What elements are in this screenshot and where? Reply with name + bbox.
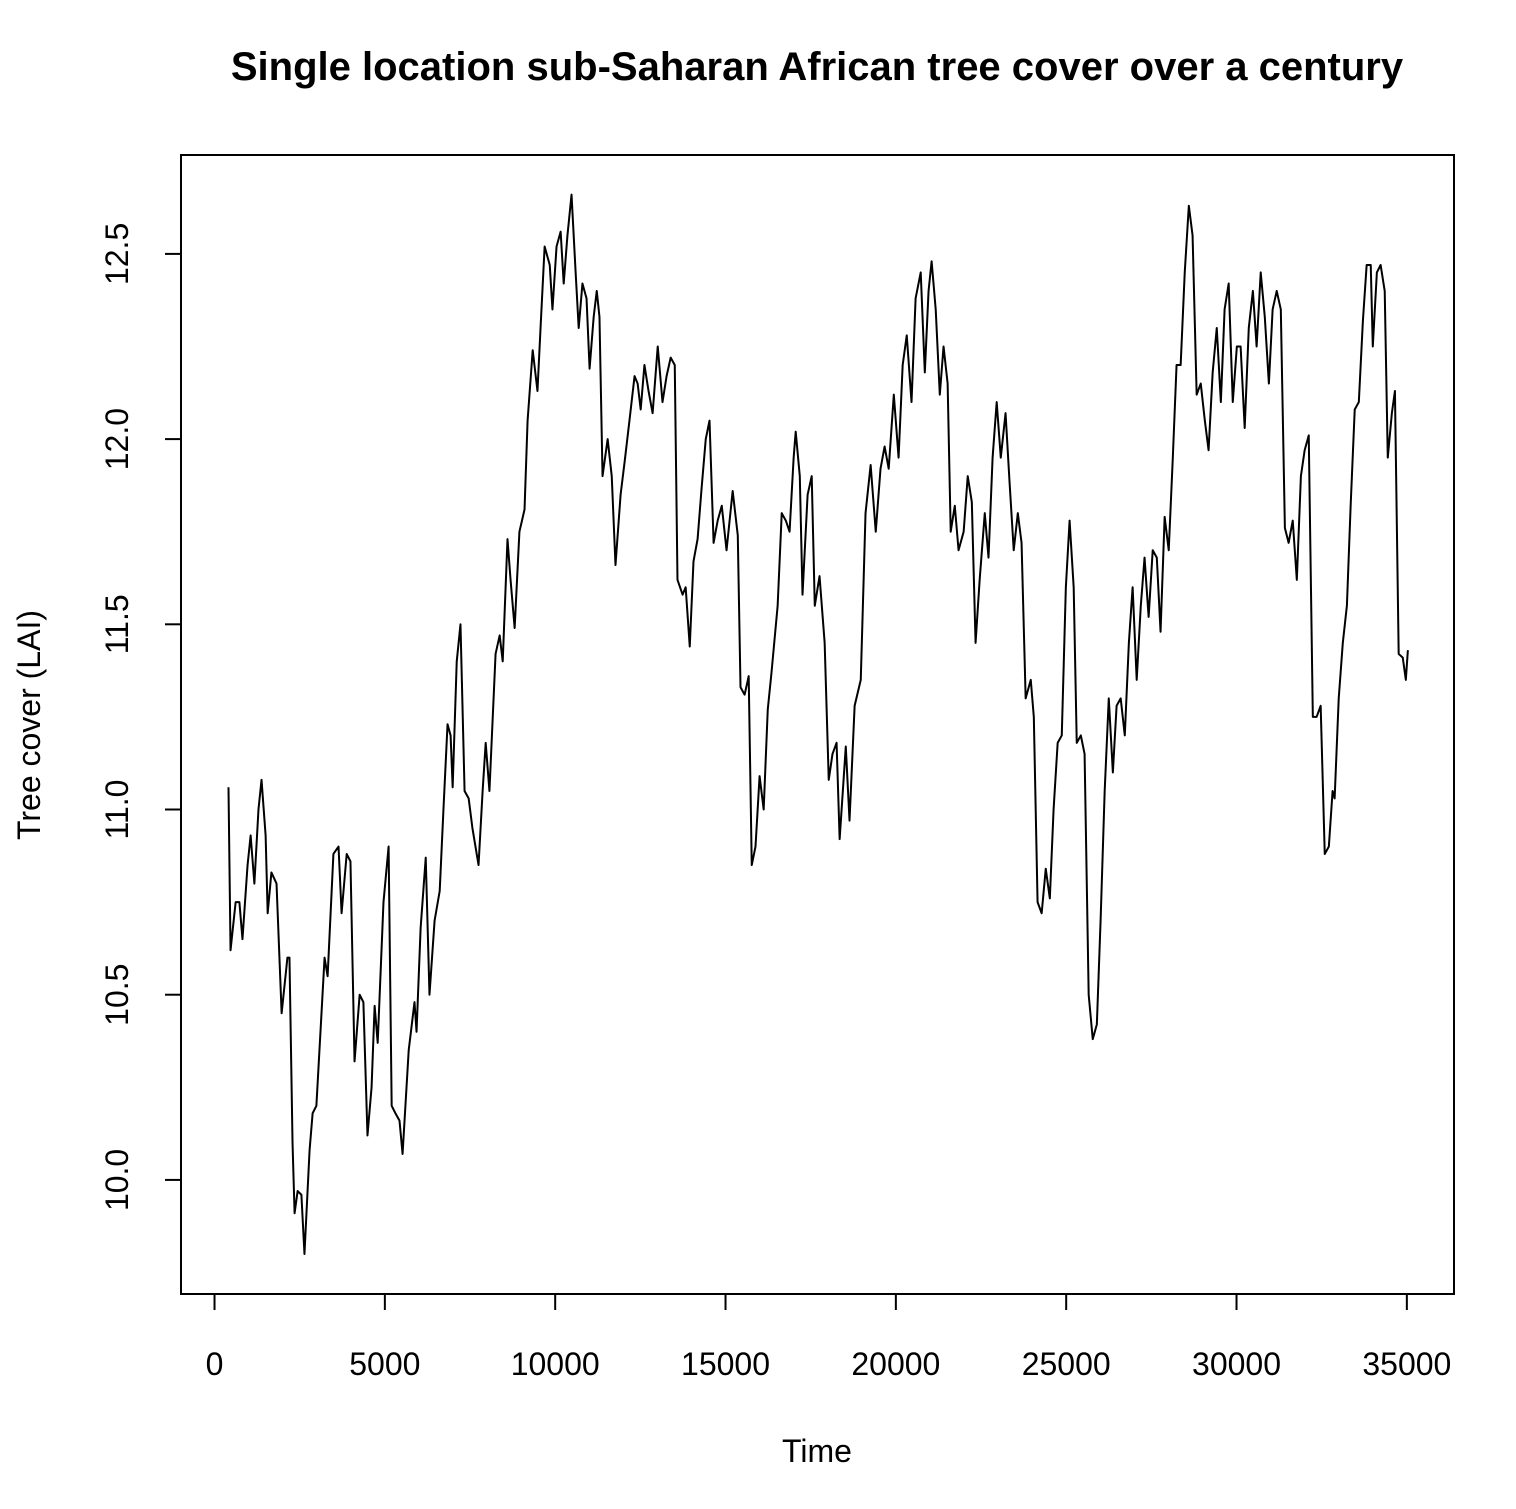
x-tick-label: 30000 xyxy=(1192,1346,1281,1382)
y-tick-label: 10.0 xyxy=(99,1149,135,1211)
y-tick-label: 11.5 xyxy=(99,594,135,654)
x-tick-label: 20000 xyxy=(851,1346,940,1382)
x-tick-label: 25000 xyxy=(1022,1346,1111,1382)
x-tick-label: 15000 xyxy=(681,1346,770,1382)
y-axis-label: Tree cover (LAI) xyxy=(11,610,47,840)
x-tick-label: 5000 xyxy=(349,1346,420,1382)
y-tick-label: 12.0 xyxy=(99,408,135,470)
x-tick-label: 35000 xyxy=(1362,1346,1451,1382)
y-tick-label: 10.5 xyxy=(99,964,135,1026)
y-tick-label: 11.0 xyxy=(99,780,135,840)
chart-title: Single location sub-Saharan African tree… xyxy=(231,45,1404,89)
plot-box xyxy=(180,154,1455,1295)
x-axis-label: Time xyxy=(782,1433,852,1469)
y-tick-label: 12.5 xyxy=(99,223,135,285)
data-line xyxy=(227,193,1409,1255)
x-tick-label: 10000 xyxy=(511,1346,600,1382)
x-tick-label: 0 xyxy=(206,1346,224,1382)
